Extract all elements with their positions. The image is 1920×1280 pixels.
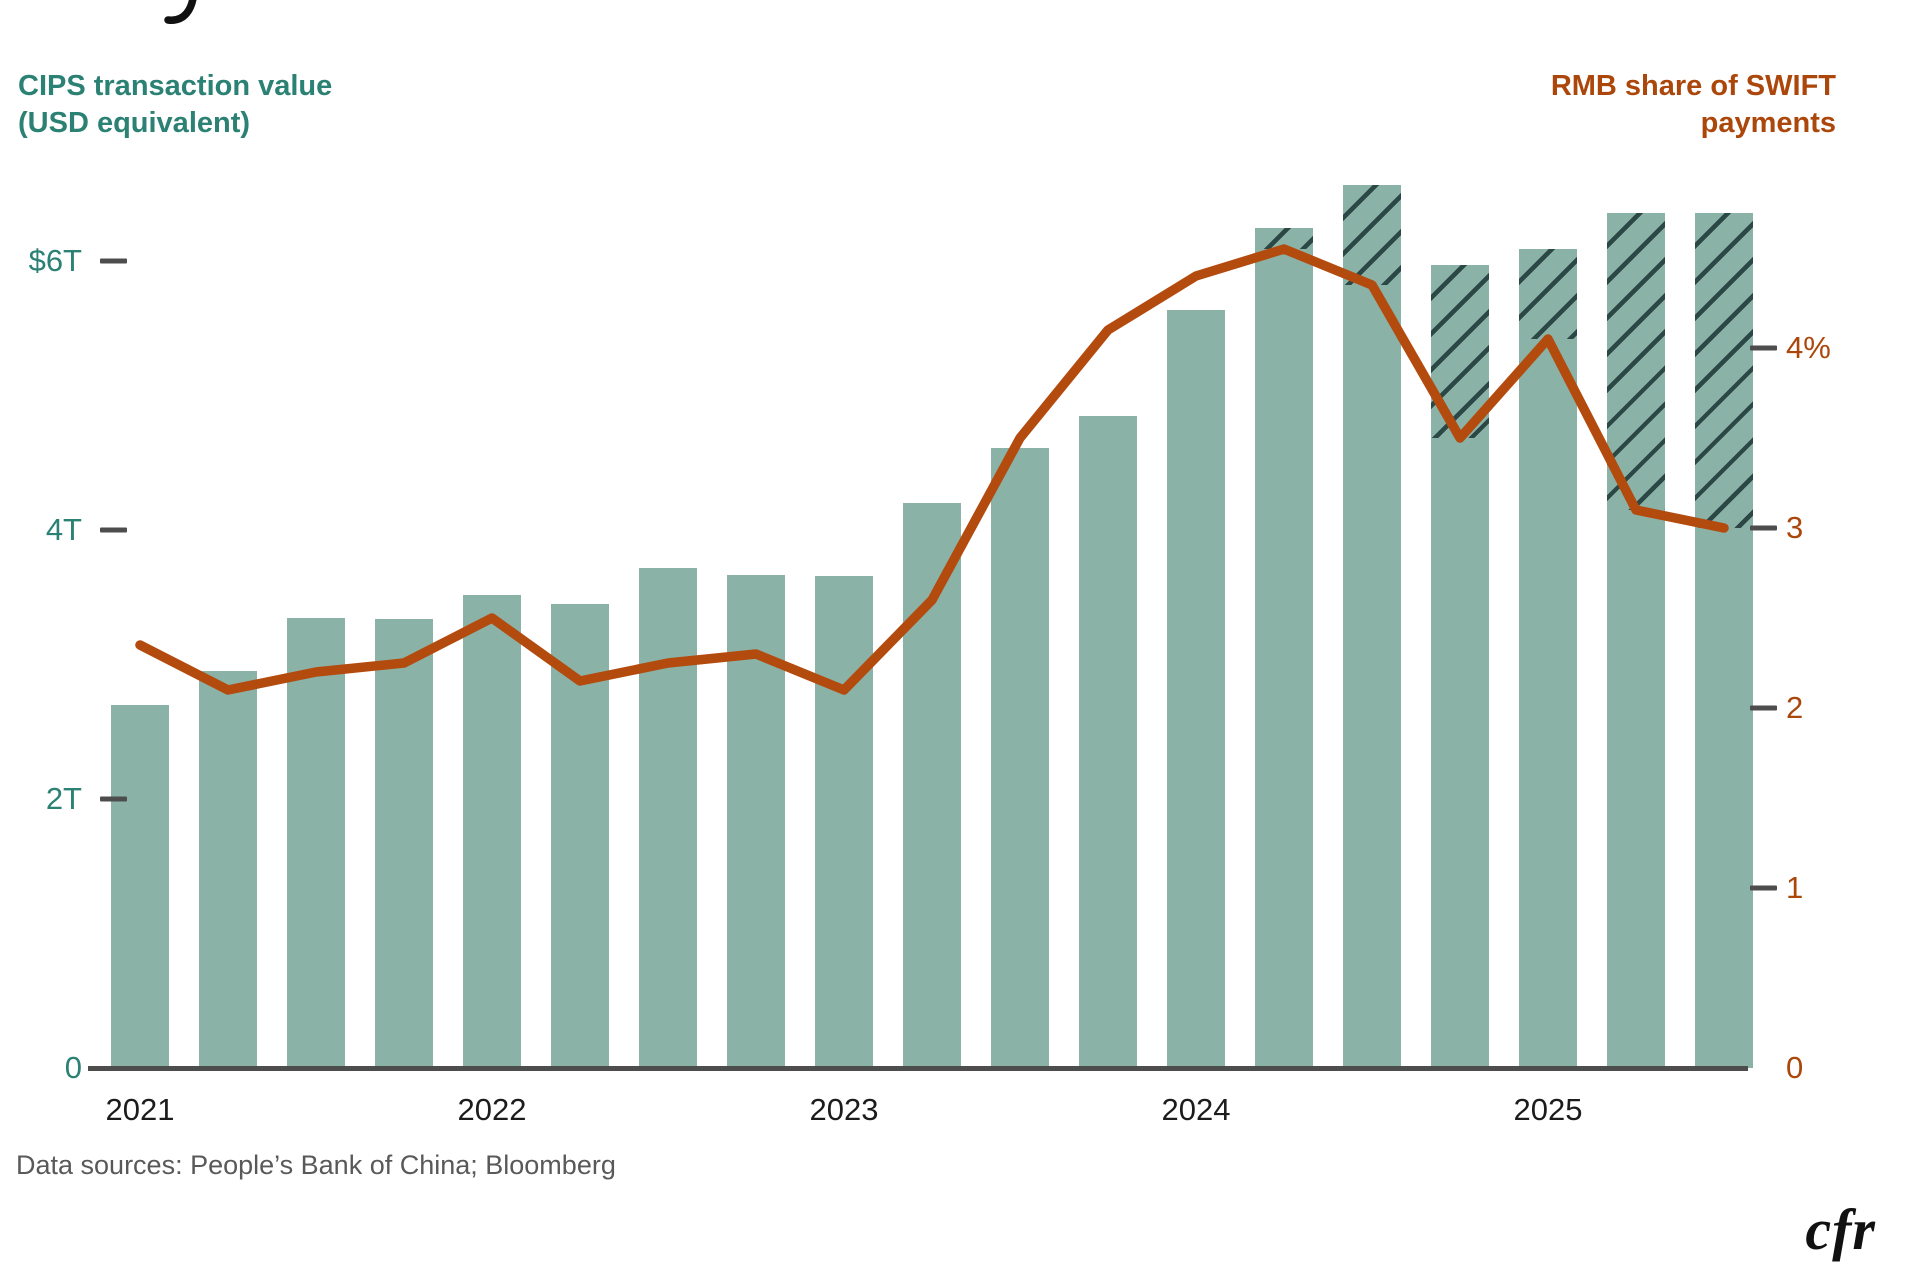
left-series-title: CIPS transaction value (USD equivalent) bbox=[18, 68, 332, 142]
left-axis-label-4: 4T bbox=[45, 512, 82, 548]
left-series-title-line1: CIPS transaction value bbox=[18, 70, 333, 102]
right-series-title-line1: RMB share of SWIFT bbox=[1550, 70, 1836, 102]
bar-2021-q3 bbox=[287, 617, 345, 1068]
bar-2021-q1 bbox=[111, 704, 169, 1068]
cfr-logo: cfr bbox=[1805, 1197, 1876, 1262]
hatch-overlay-2024-q2 bbox=[1255, 227, 1313, 249]
bar-2024-q2 bbox=[1255, 227, 1313, 1068]
x-axis-label-2025: 2025 bbox=[1513, 1092, 1583, 1127]
left-tick-6 bbox=[100, 258, 127, 264]
hatch-overlay-2025-q3 bbox=[1695, 212, 1753, 528]
hatch-overlay-2025-q2 bbox=[1607, 212, 1665, 510]
left-tick-2 bbox=[100, 796, 127, 802]
hatch-overlay-2025-q1 bbox=[1519, 249, 1577, 339]
x-axis-baseline bbox=[88, 1066, 1748, 1071]
right-tick-2 bbox=[1750, 705, 1777, 711]
bar-2025-q1 bbox=[1519, 249, 1577, 1068]
bar-2024-q1 bbox=[1167, 309, 1225, 1068]
right-axis-label-0: 0 bbox=[1786, 1050, 1804, 1085]
bar-2024-q3 bbox=[1343, 184, 1401, 1068]
x-axis-label-2023: 2023 bbox=[809, 1092, 879, 1127]
left-axis-label-6: $6T bbox=[28, 243, 82, 279]
left-series-title-line2: (USD equivalent) bbox=[18, 107, 251, 139]
x-axis-label-2021: 2021 bbox=[105, 1092, 175, 1127]
right-series-title: RMB share of SWIFT payments bbox=[1551, 68, 1836, 142]
left-axis-label-0: 0 bbox=[64, 1050, 82, 1085]
bar-2023-q4 bbox=[1079, 415, 1137, 1068]
right-tick-1 bbox=[1750, 885, 1777, 891]
bar-2023-q3 bbox=[991, 448, 1049, 1068]
hatch-overlay-2024-q3 bbox=[1343, 184, 1401, 285]
bar-2025-q3 bbox=[1695, 212, 1753, 1068]
bar-2022-q3 bbox=[639, 567, 697, 1068]
bar-2025-q2 bbox=[1607, 212, 1665, 1068]
bar-2021-q4 bbox=[375, 618, 433, 1068]
right-axis-label-2: 2 bbox=[1786, 690, 1804, 725]
bar-2021-q2 bbox=[199, 671, 257, 1068]
x-axis-label-2022: 2022 bbox=[457, 1092, 527, 1127]
right-axis-label-1: 1 bbox=[1786, 870, 1804, 905]
x-axis-label-2024: 2024 bbox=[1161, 1092, 1231, 1127]
right-series-title-line2: payments bbox=[1700, 107, 1836, 139]
left-tick-4 bbox=[100, 527, 127, 533]
right-tick-4 bbox=[1750, 345, 1777, 351]
cropped-title-fragment bbox=[160, 0, 204, 31]
bar-2023-q1 bbox=[815, 575, 873, 1068]
data-source-note: Data sources: People’s Bank of China; Bl… bbox=[16, 1150, 616, 1180]
left-axis-label-2: 2T bbox=[45, 781, 82, 817]
right-axis-label-3: 3 bbox=[1786, 510, 1804, 545]
bar-2022-q1 bbox=[463, 594, 521, 1068]
right-tick-3 bbox=[1750, 525, 1777, 531]
right-axis-label-4: 4% bbox=[1786, 330, 1831, 365]
